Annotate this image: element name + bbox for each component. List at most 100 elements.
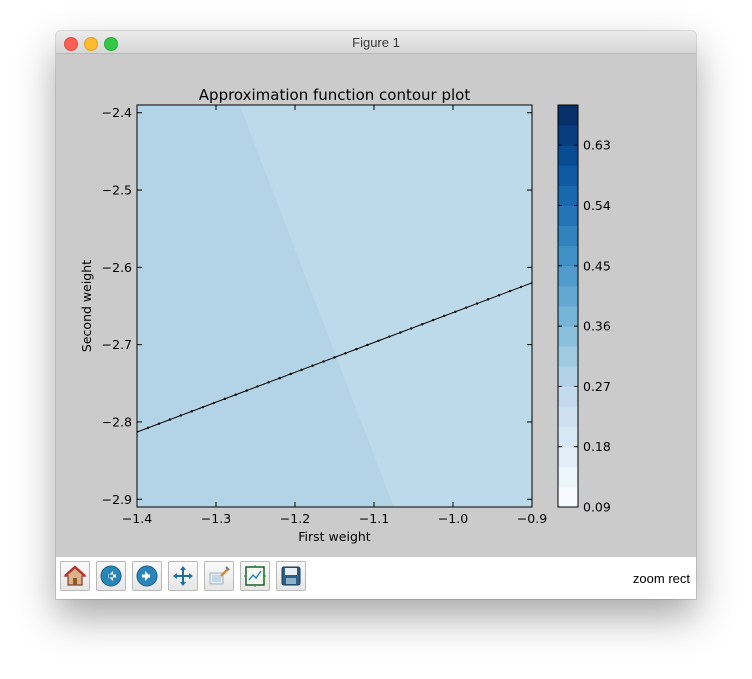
contour-region-left xyxy=(137,105,394,507)
trajectory-point xyxy=(289,372,292,376)
trajectory-point xyxy=(223,397,226,401)
colorbar-level xyxy=(558,285,578,307)
subplots-button[interactable] xyxy=(240,561,270,591)
y-axis-label: Second weight xyxy=(79,260,94,352)
colorbar-level xyxy=(558,326,578,347)
colorbar-tick-label: 0.09 xyxy=(583,500,611,515)
x-tick-label: −0.9 xyxy=(517,511,547,526)
trajectory-point xyxy=(201,405,205,409)
x-tick-label: −1.0 xyxy=(438,511,468,526)
colorbar-tick-label: 0.54 xyxy=(583,198,611,213)
colorbar-tick-label: 0.36 xyxy=(583,319,611,334)
colorbar-level xyxy=(558,366,578,387)
back-arrow-icon xyxy=(100,565,122,587)
trajectory-point xyxy=(486,298,490,301)
x-tick-label: −1.4 xyxy=(122,511,152,526)
colorbar-level xyxy=(558,426,578,448)
floppy-disk-icon xyxy=(281,566,301,586)
trajectory-point xyxy=(322,360,325,363)
colorbar-level xyxy=(558,265,578,287)
colorbar-level xyxy=(558,185,578,206)
colorbar-level xyxy=(558,386,578,407)
move-icon xyxy=(173,566,193,586)
colorbar-level xyxy=(558,306,578,327)
trajectory-point xyxy=(410,327,413,330)
axes-frame xyxy=(136,104,533,508)
trajectory-point xyxy=(399,331,402,334)
colorbar-level xyxy=(558,245,578,267)
trajectory-point xyxy=(245,389,248,392)
zoom-button[interactable] xyxy=(204,561,234,591)
trajectory-point xyxy=(190,410,194,413)
trajectory-point xyxy=(355,347,358,351)
x-axis-label: First weight xyxy=(298,529,371,544)
save-button[interactable] xyxy=(276,561,306,591)
home-button[interactable] xyxy=(60,561,90,591)
trajectory-point xyxy=(421,323,424,326)
window-title: Figure 1 xyxy=(352,35,400,50)
trajectory-point xyxy=(366,343,369,347)
trajectory-point xyxy=(497,294,501,297)
forward-button[interactable] xyxy=(132,561,162,591)
zoom-icon xyxy=(209,566,230,585)
trajectory-point xyxy=(388,335,391,338)
subplots-icon xyxy=(244,565,266,587)
back-button[interactable] xyxy=(96,561,126,591)
colorbar-level xyxy=(558,165,578,186)
colorbar-level xyxy=(558,225,578,247)
colorbar-tick-label: 0.18 xyxy=(583,439,611,454)
trajectory-point xyxy=(168,418,172,421)
maximize-window-button[interactable] xyxy=(104,37,118,51)
trajectory-point xyxy=(453,310,457,314)
colorbar-level xyxy=(558,486,578,508)
contour-plot: −1.4 −1.3 −1.2 −1.1 −1.0 −0.9 −2.4 −2.5 −2.6 −2.… xyxy=(79,86,611,544)
trajectory-point xyxy=(179,414,183,417)
colorbar-tick-label: 0.45 xyxy=(583,258,611,273)
figure-window: Figure 1 −1.4 −1.3 −1.2 −1.1 −1.0 −0.9 −2.4 −2… xyxy=(56,31,696,599)
toolbar-status-text: zoom rect xyxy=(632,571,690,586)
colorbar-level xyxy=(558,125,578,146)
trajectory-point xyxy=(278,376,281,380)
navigation-toolbar: zoom rect xyxy=(56,557,696,599)
trajectory-point xyxy=(146,426,150,430)
trajectory-point xyxy=(475,302,479,305)
trajectory-point xyxy=(157,422,161,425)
colorbar-level xyxy=(558,346,578,367)
x-tick-label: −1.2 xyxy=(280,511,310,526)
y-tick-label: −2.4 xyxy=(102,105,132,120)
title-bar[interactable]: Figure 1 xyxy=(56,31,696,54)
colorbar-level xyxy=(558,466,578,488)
y-tick-label: −2.9 xyxy=(102,492,132,507)
colorbar-level xyxy=(558,205,578,226)
y-tick-label: −2.7 xyxy=(102,337,132,352)
trajectory-point xyxy=(256,385,259,388)
minimize-window-button[interactable] xyxy=(84,37,98,51)
colorbar-frame xyxy=(557,104,579,508)
colorbar-level xyxy=(558,105,578,126)
colorbar-tick-label: 0.27 xyxy=(583,379,611,394)
y-tick-label: −2.8 xyxy=(102,414,132,429)
trajectory-point xyxy=(508,289,512,293)
trajectory-point xyxy=(267,381,270,384)
colorbar-tick-label: 0.63 xyxy=(583,138,611,153)
chart-title: Approximation function contour plot xyxy=(199,86,471,104)
x-tick-label: −1.1 xyxy=(359,511,389,526)
trajectory-point xyxy=(377,339,380,343)
trajectory-point xyxy=(300,368,303,372)
figure-canvas[interactable]: −1.4 −1.3 −1.2 −1.1 −1.0 −0.9 −2.4 −2.5 −2.6 −2.… xyxy=(56,54,696,557)
trajectory-point xyxy=(333,356,336,359)
trajectory-point xyxy=(464,306,468,309)
colorbar-level xyxy=(558,446,578,468)
close-window-button[interactable] xyxy=(64,37,78,51)
trajectory-point xyxy=(432,318,435,322)
y-tick-label: −2.6 xyxy=(102,260,132,275)
trajectory-point xyxy=(311,364,314,367)
trajectory-point xyxy=(443,314,446,318)
trajectory-point xyxy=(234,393,237,396)
pan-button[interactable] xyxy=(168,561,198,591)
x-tick-label: −1.3 xyxy=(201,511,231,526)
forward-arrow-icon xyxy=(136,565,158,587)
contour-region-right xyxy=(239,105,532,507)
colorbar-level xyxy=(558,406,578,427)
trajectory-point xyxy=(212,401,216,405)
